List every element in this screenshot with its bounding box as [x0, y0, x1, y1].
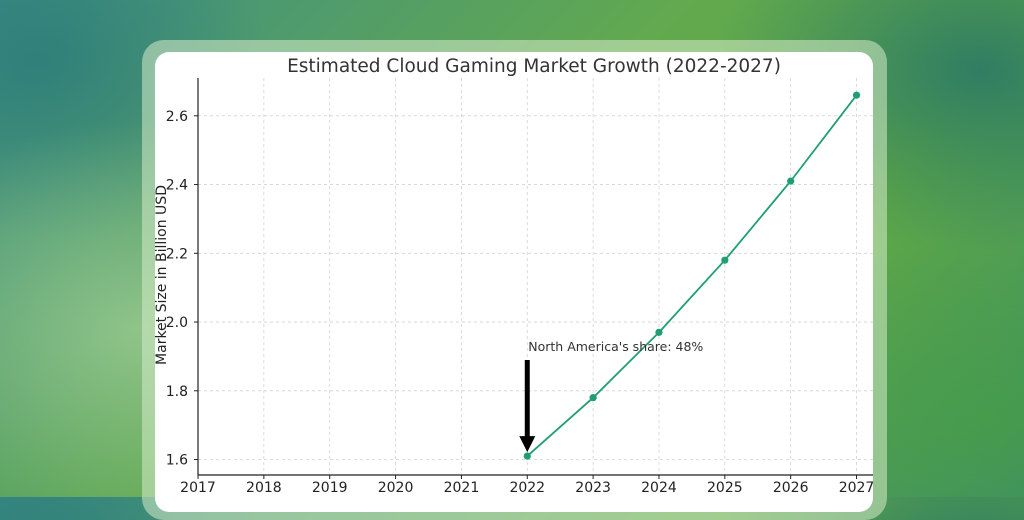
series-line	[526, 94, 858, 457]
annotation-arrow-head	[519, 436, 536, 453]
x-tick-label: 2020	[378, 480, 414, 496]
data-point	[721, 256, 729, 264]
chart-series	[523, 91, 861, 460]
x-tick-label: 2017	[180, 480, 216, 496]
y-tick-label: 2.6	[166, 109, 188, 125]
x-tick-label: 2018	[246, 480, 282, 496]
x-tick-label: 2021	[444, 480, 480, 496]
chart-annotation: North America's share: 48%	[519, 339, 703, 453]
data-point	[655, 328, 663, 336]
x-tick-label: 2025	[707, 480, 743, 496]
x-tick-label: 2023	[575, 480, 611, 496]
x-tick-label: 2022	[509, 480, 545, 496]
data-point	[523, 452, 531, 460]
data-point	[589, 394, 597, 402]
y-tick-label: 2.4	[166, 178, 188, 194]
chart-title: Estimated Cloud Gaming Market Growth (20…	[287, 56, 781, 77]
y-tick-label: 2.0	[166, 315, 188, 331]
annotation-text: North America's share: 48%	[528, 339, 703, 354]
y-tick-label: 1.6	[166, 453, 188, 469]
tick-labels: 2017 2018 2019 2020 2021 2022 2023 2024 2025 2026…	[166, 109, 875, 496]
x-tick-label: 2027	[839, 480, 875, 496]
x-tick-label: 2024	[641, 480, 677, 496]
data-point	[787, 177, 795, 185]
chart: 2017 2018 2019 2020 2021 2022 2023 2024 2025 2026…	[154, 56, 875, 496]
y-tick-label: 2.2	[166, 246, 188, 262]
y-axis-label: Market Size in Billion USD	[154, 185, 170, 365]
chart-grid	[197, 78, 873, 475]
chart-axes	[194, 78, 873, 479]
x-tick-label: 2019	[312, 480, 348, 496]
data-point	[852, 91, 861, 99]
x-tick-label: 2026	[773, 480, 809, 496]
chart-card	[155, 52, 873, 512]
y-tick-label: 1.8	[166, 384, 188, 400]
